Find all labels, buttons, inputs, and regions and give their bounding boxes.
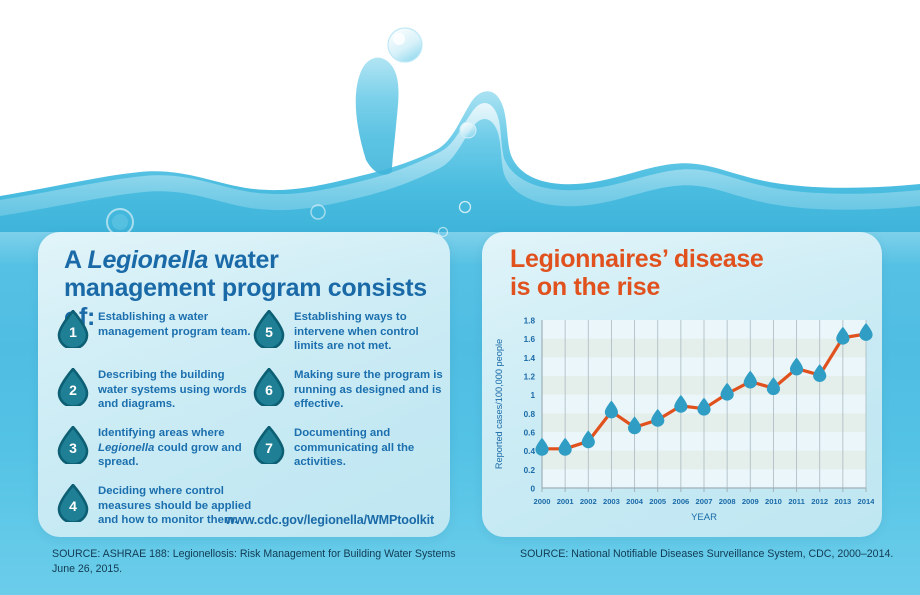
chart-panel: Legionnaires’ disease is on the rise 0 0.… xyxy=(482,232,882,537)
y-axis-tick-label: 1.8 xyxy=(524,317,536,326)
x-axis-tick-label: 2000 xyxy=(534,497,551,506)
y-axis-title: Reported cases/100,000 people xyxy=(494,339,504,469)
x-axis-tick-label: 2002 xyxy=(580,497,597,506)
line-chart: 0 0.2 0.4 0.6 0.8 1 1.2 1.4 1.6 1.8 2000 2001 2002 20… xyxy=(490,310,874,530)
list-item: 4 Deciding where control measures should… xyxy=(56,484,252,530)
x-axis-tick-label: 2006 xyxy=(672,497,689,506)
step-text-emphasis: Legionella xyxy=(98,441,155,454)
list-item: 6 Making sure the program is running as … xyxy=(252,368,448,414)
data-point-droplet-marker xyxy=(581,430,595,449)
droplet-icon xyxy=(252,368,286,406)
heading-emphasis: Legionella xyxy=(87,246,209,274)
droplet-icon xyxy=(56,484,90,522)
source-note-left: SOURCE: ASHRAE 188: Legionellosis: Risk … xyxy=(52,548,456,576)
chart-title: Legionnaires’ disease is on the rise xyxy=(510,245,850,301)
step-text: Documenting and communicating all the ac… xyxy=(294,427,415,469)
data-point-droplet-marker xyxy=(766,377,781,396)
data-point-droplet-marker xyxy=(604,400,619,419)
step-text-pre: Identifying areas where xyxy=(98,427,225,439)
x-axis-title: YEAR xyxy=(691,512,717,523)
step-number: 3 xyxy=(69,439,77,456)
heading-part-pre: A xyxy=(64,246,88,274)
data-point-droplet-marker xyxy=(743,370,757,389)
step-text: Deciding where control measures should b… xyxy=(98,485,252,527)
data-point-droplet-marker xyxy=(627,416,642,435)
data-point-droplet-marker xyxy=(720,382,734,401)
y-axis-tick-label: 0.4 xyxy=(524,447,536,456)
list-item: 3 Identifying areas where Legionella cou… xyxy=(56,426,252,472)
y-axis-tick-label: 0.6 xyxy=(524,429,536,438)
y-axis-tick-label: 1.2 xyxy=(524,373,536,382)
step-number: 5 xyxy=(265,323,273,340)
x-axis-tick-label: 2005 xyxy=(649,497,667,506)
list-item: 2 Describing the building water systems … xyxy=(56,368,252,414)
y-axis-tick-label: 0.8 xyxy=(524,410,536,419)
step-text: Establishing ways to intervene when cont… xyxy=(294,311,419,353)
chart-svg: 0 0.2 0.4 0.6 0.8 1 1.2 1.4 1.6 1.8 2000 2001 2002 20… xyxy=(494,317,874,524)
step-number: 4 xyxy=(69,497,77,514)
y-axis-tick-label: 0 xyxy=(530,485,535,494)
droplet-icon xyxy=(56,368,90,406)
step-number: 2 xyxy=(69,381,77,398)
x-axis-tick-label: 2007 xyxy=(696,497,713,506)
data-point-droplet-marker xyxy=(651,408,665,427)
x-axis-tick-label: 2008 xyxy=(719,497,736,506)
step-text: Identifying areas where Legionella could… xyxy=(98,426,252,470)
data-point-droplet-marker xyxy=(836,326,850,345)
y-axis-tick-label: 0.2 xyxy=(524,466,536,475)
x-axis-tick-label: 2012 xyxy=(811,497,828,506)
data-point-droplet-marker xyxy=(789,357,804,376)
x-axis-tick-label: 2010 xyxy=(765,497,782,506)
chart-title-line2: is on the rise xyxy=(510,272,661,301)
step-text: Making sure the program is running as de… xyxy=(294,369,443,411)
y-axis-tick-label: 1 xyxy=(530,391,535,400)
data-point-droplet-marker xyxy=(697,397,711,416)
step-number: 7 xyxy=(265,439,273,456)
toolkit-url-link[interactable]: www.cdc.gov/legionella/WMPtoolkit xyxy=(225,513,434,527)
x-axis-tick-label: 2004 xyxy=(626,497,644,506)
list-item: 7 Documenting and communicating all the … xyxy=(252,426,448,472)
data-point-droplet-marker xyxy=(674,394,688,413)
chart-title-line1: Legionnaires’ disease xyxy=(510,245,764,273)
x-axis-tick-label: 2014 xyxy=(858,497,874,506)
x-axis-tick-label: 2003 xyxy=(603,497,620,506)
data-point-droplet-marker xyxy=(535,437,549,456)
steps-column-left: 1 Establishing a water management progra… xyxy=(56,310,252,542)
x-axis-tick-label: 2009 xyxy=(742,497,759,506)
x-axis-tick-label: 2013 xyxy=(834,497,851,506)
x-axis-tick-label: 2011 xyxy=(788,497,805,506)
water-splash-illustration xyxy=(0,27,920,238)
list-item: 1 Establishing a water management progra… xyxy=(56,310,252,356)
data-point-droplet-marker xyxy=(859,323,873,341)
steps-column-right: 5 Establishing ways to intervene when co… xyxy=(252,310,448,484)
step-text: Establishing a water management program … xyxy=(98,311,251,338)
water-management-panel: A Legionella water management program co… xyxy=(38,232,450,537)
step-text: Describing the building water systems us… xyxy=(98,369,247,411)
droplet-icon xyxy=(56,310,90,348)
droplet-icon xyxy=(252,426,286,464)
step-number: 1 xyxy=(69,323,77,340)
data-point-droplet-marker xyxy=(558,437,572,456)
x-axis-tick-label: 2001 xyxy=(557,497,575,506)
data-point-droplet-marker xyxy=(813,364,827,382)
droplet-icon xyxy=(56,426,90,464)
list-item: 5 Establishing ways to intervene when co… xyxy=(252,310,448,356)
step-text-post: could grow and spread. xyxy=(98,441,242,469)
y-axis-tick-label: 1.6 xyxy=(524,335,536,344)
y-axis-tick-label: 1.4 xyxy=(524,354,536,363)
step-number: 6 xyxy=(265,381,273,398)
source-note-right: SOURCE: National Notifiable Diseases Sur… xyxy=(520,548,894,560)
droplet-icon xyxy=(252,310,286,348)
